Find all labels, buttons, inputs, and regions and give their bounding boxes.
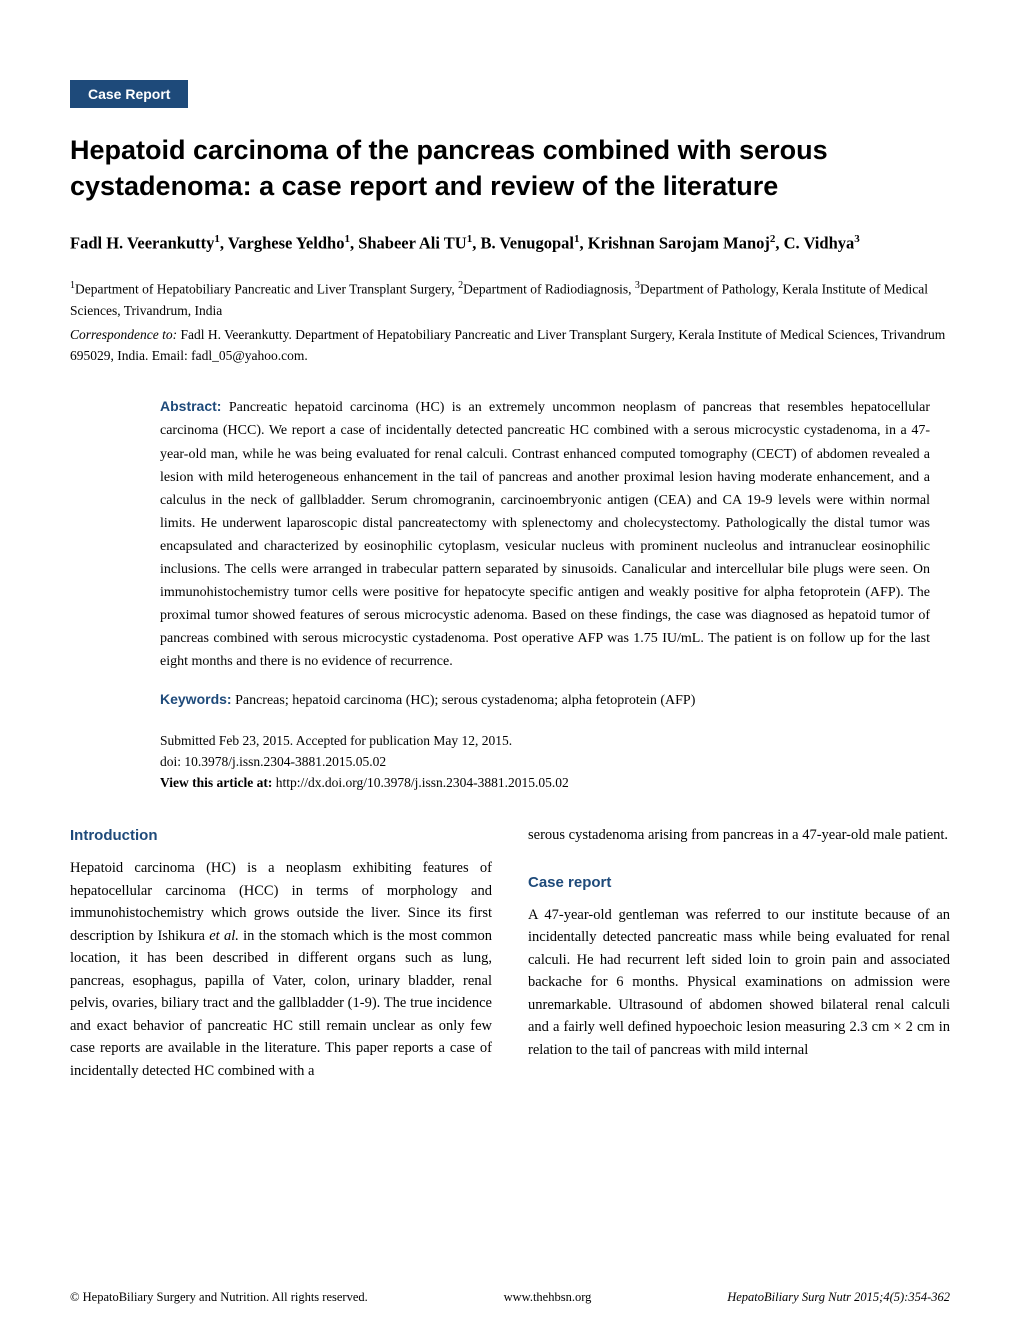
case-report-badge: Case Report xyxy=(70,80,188,108)
abstract-block: Abstract: Pancreatic hepatoid carcinoma … xyxy=(160,395,930,673)
view-article-label: View this article at: xyxy=(160,775,272,790)
introduction-text: Hepatoid carcinoma (HC) is a neoplasm ex… xyxy=(70,857,492,1082)
left-column: Introduction Hepatoid carcinoma (HC) is … xyxy=(70,824,492,1082)
correspondence-label: Correspondence to: xyxy=(70,327,177,342)
article-title: Hepatoid carcinoma of the pancreas combi… xyxy=(70,132,950,205)
authors-list: Fadl H. Veerankutty1, Varghese Yeldho1, … xyxy=(70,231,950,256)
case-report-heading: Case report xyxy=(528,871,950,894)
keywords-block: Keywords: Pancreas; hepatoid carcinoma (… xyxy=(160,691,930,709)
correspondence-text: Fadl H. Veerankutty. Department of Hepat… xyxy=(70,327,945,363)
introduction-heading: Introduction xyxy=(70,824,492,847)
correspondence: Correspondence to: Fadl H. Veerankutty. … xyxy=(70,325,950,367)
keywords-text: Pancreas; hepatoid carcinoma (HC); serou… xyxy=(232,693,696,708)
submitted-date: Submitted Feb 23, 2015. Accepted for pub… xyxy=(160,731,950,752)
view-article-url: http://dx.doi.org/10.3978/j.issn.2304-38… xyxy=(272,775,568,790)
abstract-text: Pancreatic hepatoid carcinoma (HC) is an… xyxy=(160,400,930,669)
case-report-text: A 47-year-old gentleman was referred to … xyxy=(528,904,950,1061)
footer-citation: HepatoBiliary Surg Nutr 2015;4(5):354-36… xyxy=(727,1290,950,1305)
footer-copyright: © HepatoBiliary Surgery and Nutrition. A… xyxy=(70,1290,368,1305)
abstract-label: Abstract: xyxy=(160,398,221,414)
footer-website: www.thehbsn.org xyxy=(504,1290,592,1305)
right-column: serous cystadenoma arising from pancreas… xyxy=(528,824,950,1082)
submission-meta: Submitted Feb 23, 2015. Accepted for pub… xyxy=(160,731,950,794)
keywords-label: Keywords: xyxy=(160,691,232,707)
page-footer: © HepatoBiliary Surgery and Nutrition. A… xyxy=(70,1290,950,1305)
body-columns: Introduction Hepatoid carcinoma (HC) is … xyxy=(70,824,950,1082)
affiliations: 1Department of Hepatobiliary Pancreatic … xyxy=(70,278,950,321)
doi-text: doi: 10.3978/j.issn.2304-3881.2015.05.02 xyxy=(160,752,950,773)
intro-continuation: serous cystadenoma arising from pancreas… xyxy=(528,824,950,846)
